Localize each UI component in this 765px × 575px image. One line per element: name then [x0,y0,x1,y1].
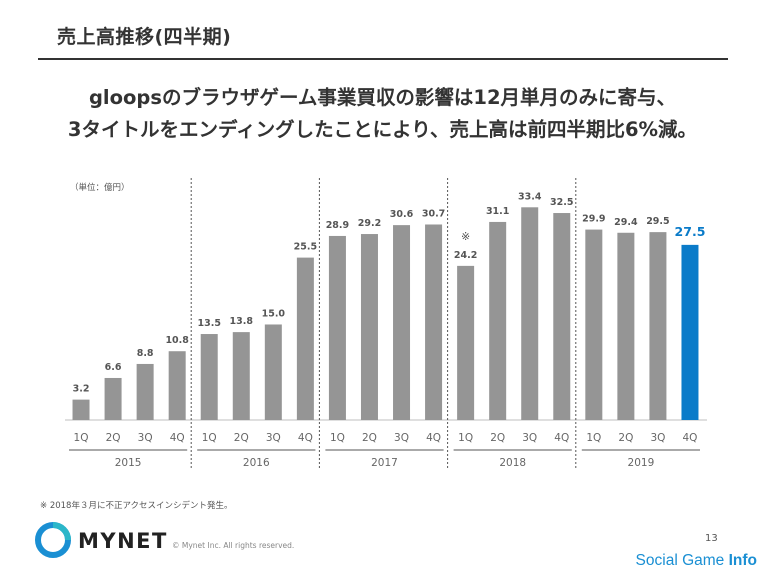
title-divider [38,58,728,60]
value-label: 24.2 [454,250,477,261]
bar [72,399,90,420]
quarter-label: 4Q [426,432,441,444]
bar [393,225,411,420]
value-label: 29.2 [358,218,381,229]
quarter-label: 1Q [74,432,89,444]
quarter-label: 1Q [458,432,473,444]
value-label: 30.6 [390,209,414,220]
quarter-label: 3Q [394,432,409,444]
value-label: 25.5 [294,242,317,253]
value-label: 30.7 [422,208,445,219]
quarter-label: 1Q [202,432,217,444]
value-label: 29.4 [614,217,638,228]
quarter-label: 3Q [522,432,537,444]
value-label: 6.6 [105,362,122,373]
quarter-label: 2Q [106,432,121,444]
bar [553,213,571,420]
value-label: 29.9 [582,214,605,225]
quarter-label: 2Q [490,432,505,444]
bar [585,229,603,420]
bar [104,377,122,420]
quarter-label: 3Q [138,432,153,444]
quarter-label: 1Q [586,432,601,444]
bar [296,257,314,420]
quarter-label: 4Q [170,432,185,444]
slide-title: 売上高推移(四半期) [57,26,232,48]
value-label: 29.5 [646,216,669,227]
value-label: 31.1 [486,206,509,217]
footer [0,514,765,575]
unit-label: （単位：億円） [70,182,130,193]
value-label: 27.5 [675,224,706,239]
bar [425,224,443,420]
note-mark: ※ [461,230,470,243]
value-label: 13.5 [197,318,220,329]
quarter-label: 4Q [298,432,313,444]
mynet-logo-icon [35,522,71,558]
social-game-info-logo: Social Game Info [636,552,757,570]
brand-bold: Info [728,552,757,569]
bar [617,232,635,420]
value-label: 8.8 [137,348,154,359]
value-label: 3.2 [73,384,90,395]
year-label: 2018 [499,457,526,469]
brand-regular: Social Game [635,552,729,569]
quarter-label: 2Q [234,432,249,444]
year-label: 2015 [115,457,142,469]
value-label: 13.8 [230,316,254,327]
bar [136,363,154,420]
value-label: 32.5 [550,197,573,208]
headline: gloopsのブラウザゲーム事業買収の影響は12月単月のみに寄与、 3タイトルを… [0,82,765,146]
value-label: 33.4 [518,191,542,202]
quarter-label: 3Q [266,432,281,444]
bar [168,351,186,420]
quarter-label: 4Q [554,432,569,444]
value-label: 28.9 [326,220,349,231]
bar [232,332,250,420]
bar [360,234,378,420]
year-label: 2019 [628,457,655,469]
footnote: ※ 2018年３月に不正アクセスインシデント発生。 [40,501,233,511]
year-label: 2017 [371,457,398,469]
bar [681,244,699,420]
headline-line-2: 3タイトルをエンディングしたことにより、売上高は前四半期比6%減。 [67,118,698,141]
bar [328,235,346,420]
bar [457,265,475,420]
quarter-label: 2Q [362,432,377,444]
value-label: 15.0 [262,308,286,319]
quarter-label: 1Q [330,432,345,444]
value-label: 10.8 [165,335,189,346]
logo-wordmark: MYNET [78,529,168,553]
quarter-label: 4Q [682,432,697,444]
quarter-label: 3Q [650,432,665,444]
bar [489,221,507,420]
bar [264,324,282,420]
quarter-label: 2Q [618,432,633,444]
headline-line-1: gloopsのブラウザゲーム事業買収の影響は12月単月のみに寄与、 [88,86,677,109]
bar [649,232,667,420]
bar [200,334,218,420]
bar [521,207,539,420]
copyright: © Mynet Inc. All rights reserved. [172,541,295,550]
year-label: 2016 [243,457,270,469]
page-number: 13 [705,533,718,544]
